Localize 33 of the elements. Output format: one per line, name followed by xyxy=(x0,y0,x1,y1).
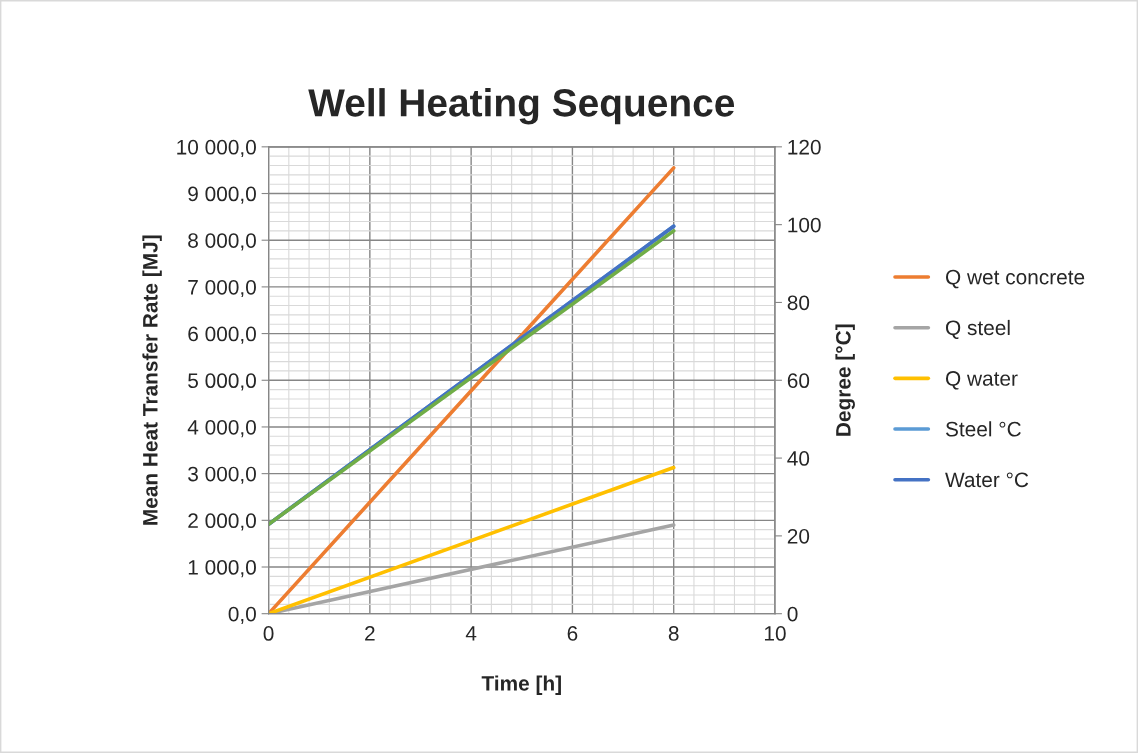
y2-tick-label: 40 xyxy=(787,451,810,466)
chart-title: Well Heating Sequence xyxy=(308,88,735,125)
legend-label: Q wet concrete xyxy=(946,269,1085,289)
x-tick-label: 8 xyxy=(668,626,679,641)
y-tick-label: 8 000,0 xyxy=(188,233,256,251)
y2-tick-label: 120 xyxy=(788,139,821,155)
x-tick-label: 6 xyxy=(567,626,578,641)
y2-tick-label: 20 xyxy=(787,528,810,544)
y-tick-label: 4 000,0 xyxy=(187,419,256,438)
legend-label: Steel °C xyxy=(945,421,1021,437)
y-tick-label: 7 000,0 xyxy=(188,279,256,298)
y2-tick-label: 100 xyxy=(788,217,821,233)
y-tick-label: 5 000,0 xyxy=(188,373,256,391)
y-tick-label: 1 000,0 xyxy=(188,560,256,578)
y2-axis-title: Degree [°C] xyxy=(835,324,855,436)
y-tick-label: 10 000,0 xyxy=(177,139,256,158)
y2-tick-label: 0 xyxy=(787,606,798,622)
y-axis-title: Mean Heat Transfer Rate [MJ] xyxy=(142,235,162,525)
y2-tick-label: 80 xyxy=(787,295,810,311)
x-tick-label: 2 xyxy=(365,626,375,641)
y-tick-label: 2 000,0 xyxy=(188,513,256,531)
legend-label: Q steel xyxy=(946,319,1010,339)
x-tick-label: 0 xyxy=(263,626,274,641)
x-axis-title: Time [h] xyxy=(481,675,561,695)
y2-tick-label: 60 xyxy=(787,373,810,389)
y-tick-label: 9 000,0 xyxy=(188,186,256,204)
y-tick-label: 6 000,0 xyxy=(188,326,256,344)
legend-label: Water °C xyxy=(945,472,1029,488)
y-tick-label: 3 000,0 xyxy=(188,466,256,484)
y-tick-label: 0,0 xyxy=(228,606,256,624)
x-tick-label: 10 xyxy=(764,626,786,641)
x-tick-label: 4 xyxy=(465,626,477,641)
legend-label: Q water xyxy=(946,371,1018,390)
